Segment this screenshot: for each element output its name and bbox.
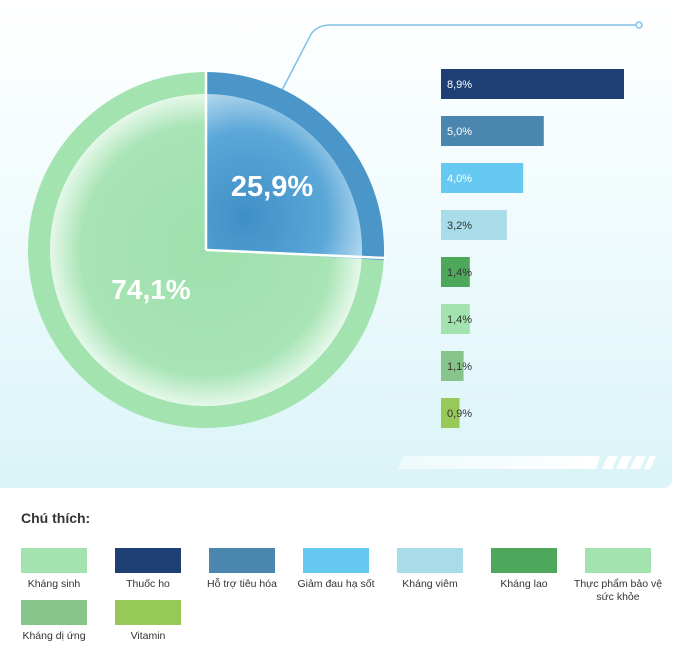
legend-swatch (209, 548, 275, 573)
bar-7 (441, 351, 464, 381)
legend-item: Giảm đau hạ sốt (286, 548, 386, 591)
legend-item: Thực phẩm bảo vệ sức khỏe (568, 548, 668, 604)
bar-4 (441, 210, 507, 240)
pie-label-slice-1: 25,9% (231, 171, 313, 203)
legend-swatch (585, 548, 651, 573)
legend-label: Thực phẩm bảo vệ sức khỏe (573, 578, 663, 603)
bar-6 (441, 304, 470, 334)
pie-label-slice-2: 74,1% (111, 274, 190, 305)
legend-label: Giảm đau hạ sốt (297, 578, 375, 590)
legend-title: Chú thích: (21, 510, 91, 526)
chart-canvas: 25,9% 74,1% 8,9% 5,0% 4,0% 3,2% 1,4% 1,4% 1,1%… (28, 21, 656, 469)
legend-swatch (303, 548, 369, 573)
legend-label: Kháng sinh (27, 578, 81, 590)
bar-chart: 8,9% 5,0% 4,0% 3,2% 1,4% 1,4% 1,1% 0,9% (441, 69, 624, 428)
bar-1 (441, 69, 624, 99)
pie-slice-inner-blue (206, 94, 362, 259)
legend-swatch (115, 600, 181, 625)
bar-value-label-6: 1,4% (447, 314, 472, 326)
legend: Kháng sinh Thuốc ho Hỗ trợ tiêu hóa Giảm đa… (0, 548, 700, 669)
legend-label: Vitamin (130, 630, 166, 642)
legend-label: Hỗ trợ tiêu hóa (207, 578, 277, 590)
bar-value-label-1: 8,9% (447, 79, 472, 91)
legend-swatch (397, 548, 463, 573)
legend-swatch (115, 548, 181, 573)
legend-item: Kháng lao (474, 548, 574, 591)
legend-item: Kháng sinh (4, 548, 104, 591)
bar-value-label-2: 5,0% (447, 126, 472, 138)
bar-value-label-4: 3,2% (447, 220, 472, 232)
legend-item: Kháng viêm (380, 548, 480, 591)
legend-item: Hỗ trợ tiêu hóa (192, 548, 292, 591)
legend-swatch (21, 548, 87, 573)
bar-value-label-3: 4,0% (447, 173, 472, 185)
bar-2 (441, 116, 544, 146)
legend-label: Kháng viêm (402, 578, 458, 590)
legend-label: Thuốc ho (126, 578, 170, 590)
callout-line (278, 24, 635, 97)
bar-3 (441, 163, 524, 193)
legend-label: Kháng lao (500, 578, 548, 590)
callout-dot (635, 21, 643, 29)
legend-swatch (491, 548, 557, 573)
legend-swatch (21, 600, 87, 625)
pie-divider-horizontal (205, 248, 387, 260)
legend-item: Thuốc ho (98, 548, 198, 591)
legend-label: Kháng dị ứng (22, 630, 86, 642)
decorative-stripes (398, 456, 656, 469)
bar-value-label-7: 1,1% (447, 361, 472, 373)
bar-value-label-5: 1,4% (447, 267, 472, 279)
bar-8 (441, 398, 460, 428)
bar-value-label-8: 0,9% (447, 408, 472, 420)
pie-chart: 25,9% 74,1% (28, 72, 387, 429)
legend-item: Kháng dị ứng (4, 600, 104, 643)
legend-item: Vitamin (98, 600, 198, 643)
bar-5 (441, 257, 470, 287)
